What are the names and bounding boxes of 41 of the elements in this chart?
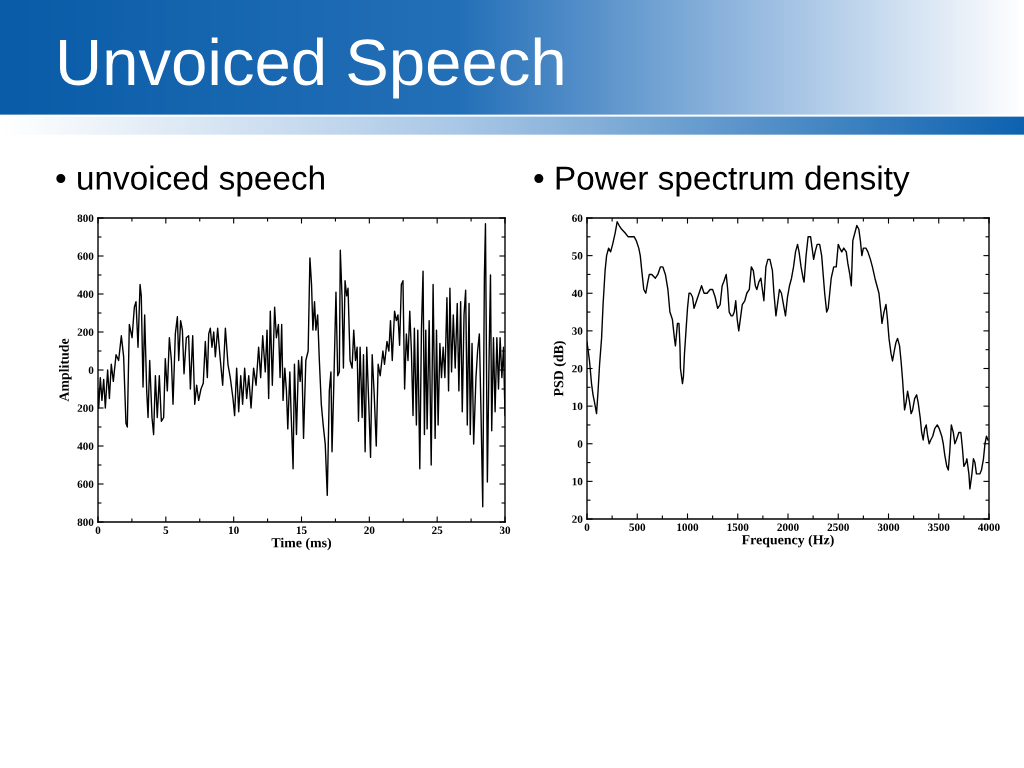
y-tick-label: 600 — [77, 480, 94, 488]
y-axis-title: PSD (dB) — [553, 341, 567, 397]
y-tick-label: 0 — [577, 440, 583, 448]
x-axis-title: Frequency (Hz) — [741, 534, 834, 548]
y-tick-label: 200 — [77, 328, 94, 336]
y-tick-label: 200 — [77, 404, 94, 412]
y-tick-label: 40 — [571, 289, 583, 298]
y-tick-label: 10 — [572, 477, 583, 486]
y-tick-label: 20 — [572, 364, 583, 373]
y-tick-label: 0 — [88, 366, 94, 374]
y-tick-label: 50 — [572, 252, 583, 260]
y-tick-label: 400 — [77, 290, 94, 298]
x-tick-label: 25 — [432, 526, 443, 534]
x-tick-label: 500 — [629, 523, 646, 531]
y-tick-label: 800 — [77, 214, 94, 222]
y-tick-label: 800 — [77, 518, 94, 526]
x-tick-label: 10 — [229, 526, 239, 534]
x-tick-label: 0 — [95, 526, 101, 534]
y-tick-label: 20 — [572, 515, 583, 523]
chart-subtitle: • unvoiced speech — [56, 165, 324, 197]
x-tick-label: 2000 — [777, 523, 799, 531]
x-tick-label: 5 — [163, 526, 169, 534]
y-tick-label: 10 — [572, 402, 583, 411]
chart-title: Unvoiced Speech — [60, 37, 563, 99]
x-tick-label: 0 — [584, 523, 590, 531]
x-tick-label: 15 — [296, 526, 307, 534]
x-tick-label: 4000 — [978, 523, 1000, 531]
y-tick-label: 60 — [572, 214, 583, 222]
x-tick-label: 20 — [364, 526, 375, 534]
x-tick-label: 2500 — [827, 523, 849, 531]
x-tick-label: 1000 — [677, 523, 699, 531]
x-axis-title: Time (ms) — [271, 537, 332, 551]
y-axis-title: Amplitude — [59, 338, 72, 402]
x-tick-label: 30 — [499, 526, 511, 534]
x-tick-label: 3500 — [928, 523, 950, 531]
y-tick-label: 600 — [77, 252, 94, 260]
y-tick-label: 400 — [77, 442, 94, 450]
x-tick-label: 3000 — [877, 523, 900, 531]
y-tick-label: 30 — [572, 327, 583, 335]
x-tick-label: 1500 — [727, 523, 749, 531]
chart-subtitle: • Power spectrum density — [534, 165, 910, 197]
